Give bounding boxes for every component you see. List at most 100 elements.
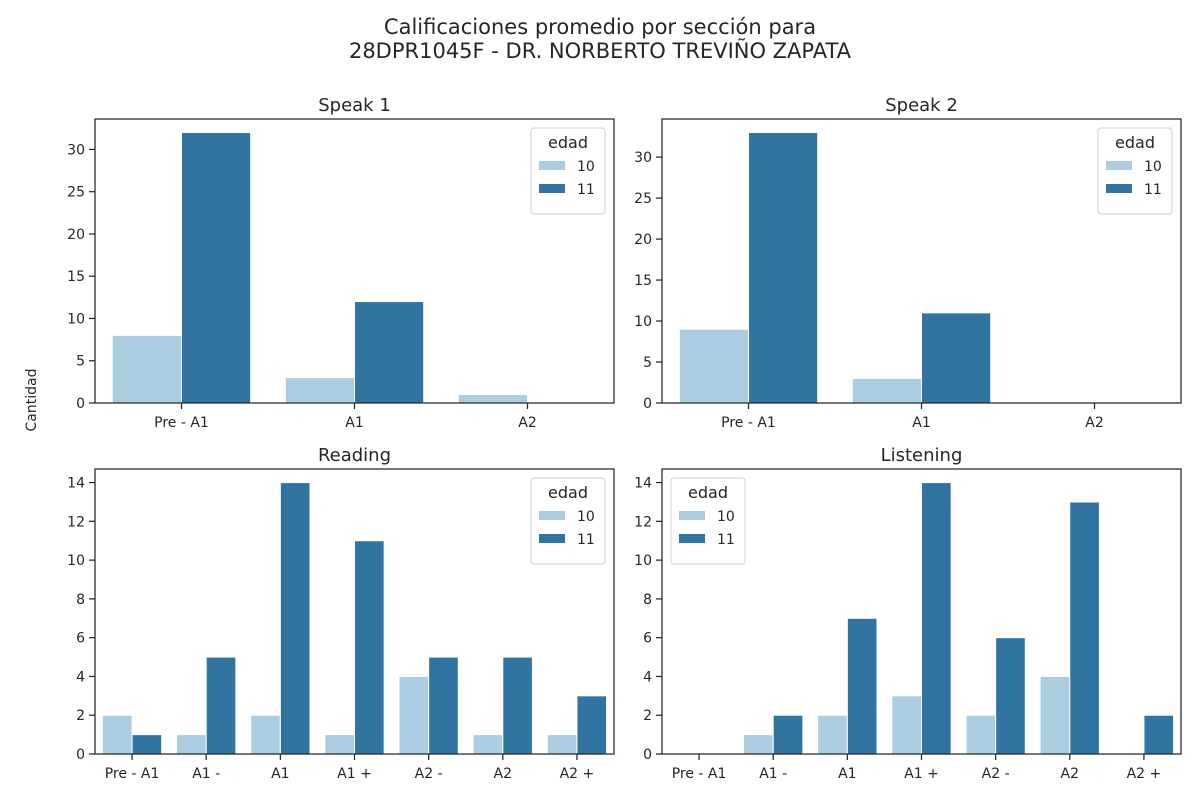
bar — [181, 132, 252, 404]
bar — [284, 377, 355, 404]
y-tick-label: 4 — [76, 669, 85, 685]
bar — [354, 301, 425, 404]
x-tick-label: A2 — [1085, 415, 1103, 431]
y-tick-label: 0 — [76, 396, 85, 412]
bar — [921, 312, 992, 404]
x-tick-label: A1 - — [759, 766, 787, 782]
bar — [324, 734, 356, 755]
y-tick-label: 25 — [634, 191, 652, 207]
y-tick-label: 6 — [643, 631, 652, 647]
bar — [546, 734, 578, 755]
legend-swatch — [539, 184, 565, 193]
figure-title-line-2: 28DPR1045F - DR. NORBERTO TREVIÑO ZAPATA — [348, 39, 852, 63]
subplot-title: Speak 2 — [885, 95, 958, 116]
y-tick-label: 5 — [76, 354, 85, 370]
y-tick-label: 0 — [643, 396, 652, 412]
legend-label: 10 — [577, 159, 595, 175]
bar — [995, 637, 1026, 755]
y-tick-label: 2 — [76, 708, 85, 724]
legend: edad 10 11 — [670, 477, 746, 565]
x-tick-label: A2 - — [415, 766, 443, 782]
bar — [1069, 501, 1100, 755]
bar — [398, 675, 430, 755]
x-tick-label: A2 + — [1127, 766, 1162, 782]
x-tick-label: A2 + — [560, 766, 595, 782]
y-tick-label: 20 — [67, 227, 85, 243]
bar — [354, 540, 385, 755]
legend: edad 10 11 — [1097, 127, 1173, 215]
bar — [921, 482, 952, 755]
x-tick-label: A1 + — [904, 766, 939, 782]
legend-label: 11 — [717, 532, 735, 548]
y-tick-label: 8 — [643, 592, 652, 608]
bar — [279, 482, 311, 755]
chart-panel-2: Speak 2 0 5 10 15 20 25 30 Pre - A1 A1 A2 edad 10 11 — [634, 95, 1182, 431]
y-tick-label: 10 — [634, 314, 652, 330]
y-tick-label: 12 — [634, 514, 652, 530]
legend-label: 11 — [577, 182, 595, 198]
bar — [131, 734, 163, 755]
y-tick-label: 15 — [67, 269, 85, 285]
bar — [851, 377, 922, 404]
y-tick-label: 30 — [67, 142, 85, 158]
bar — [678, 328, 749, 404]
legend-label: 10 — [1144, 159, 1162, 175]
legend: edad 10 11 — [530, 127, 606, 215]
legend-swatch — [1106, 161, 1132, 170]
y-tick-label: 10 — [67, 553, 85, 569]
x-tick-label: A1 — [838, 766, 856, 782]
bar — [111, 334, 182, 404]
bar — [748, 132, 819, 404]
bar — [1039, 675, 1071, 755]
x-tick-label: A2 — [518, 415, 536, 431]
x-tick-label: A1 — [271, 766, 289, 782]
bar — [176, 734, 207, 755]
y-tick-label: 10 — [634, 553, 652, 569]
subplot-title: Reading — [318, 445, 391, 466]
x-tick-label: Pre - A1 — [721, 415, 776, 431]
bar — [502, 656, 533, 755]
legend-swatch — [1106, 184, 1132, 193]
y-tick-label: 25 — [67, 185, 85, 201]
legend-title: edad — [1115, 133, 1155, 152]
y-tick-label: 6 — [76, 631, 85, 647]
y-tick-label: 2 — [643, 708, 652, 724]
x-tick-label: A1 — [912, 415, 930, 431]
y-tick-label: 14 — [67, 476, 85, 492]
x-tick-label: A2 — [494, 766, 512, 782]
legend-label: 11 — [1144, 182, 1162, 198]
x-tick-label: Pre - A1 — [672, 766, 727, 782]
bar — [965, 714, 997, 755]
chart-panel-3: Reading 0 2 4 6 8 10 12 14 Pre - A1 A1 - A1 A1 + A2 -… — [67, 445, 615, 782]
y-tick-label: 20 — [634, 232, 652, 248]
y-tick-label: 12 — [67, 514, 85, 530]
x-tick-label: Pre - A1 — [154, 415, 209, 431]
legend-title: edad — [548, 483, 588, 502]
bar — [576, 695, 608, 755]
x-tick-label: A2 - — [982, 766, 1010, 782]
legend-swatch — [679, 534, 705, 543]
chart-panel-1: Speak 1 0 5 10 15 20 25 30 Pre - A1 A1 A2 edad 10 11 — [67, 95, 615, 431]
bar — [250, 714, 281, 755]
legend-swatch — [539, 534, 565, 543]
y-tick-label: 0 — [643, 747, 652, 763]
legend-label: 11 — [577, 532, 595, 548]
figure-title-line-1: Calificaciones promedio por sección para — [383, 15, 817, 39]
x-tick-label: A1 + — [337, 766, 372, 782]
x-tick-label: A1 — [345, 415, 363, 431]
bar — [472, 734, 504, 755]
legend-title: edad — [688, 483, 728, 502]
bar — [1143, 714, 1175, 755]
y-tick-label: 15 — [634, 273, 652, 289]
legend-title: edad — [548, 133, 588, 152]
chart-panel-4: Listening 0 2 4 6 8 10 12 14 Pre - A1 A1 - A1 A1 + A2… — [634, 445, 1182, 782]
legend-swatch — [539, 511, 565, 520]
bar — [772, 714, 804, 755]
subplot-title: Listening — [881, 445, 963, 466]
y-tick-label: 4 — [643, 669, 652, 685]
bar — [817, 714, 848, 755]
y-tick-label: 30 — [634, 150, 652, 166]
bar — [457, 394, 528, 404]
legend-label: 10 — [717, 509, 735, 525]
y-tick-label: 5 — [643, 355, 652, 371]
